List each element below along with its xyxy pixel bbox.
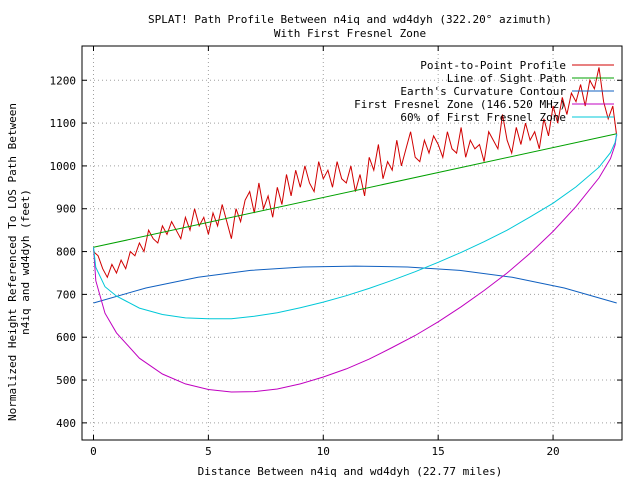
- chart-subtitle: With First Fresnel Zone: [274, 27, 426, 40]
- y-tick-label: 1100: [50, 117, 77, 130]
- x-tick-label: 15: [432, 445, 445, 458]
- x-axis-label: Distance Between n4iq and wd4dyh (22.77 …: [198, 465, 503, 478]
- series-earth-s-curvature-contour: [93, 265, 617, 304]
- plot-frame: [81, 45, 623, 441]
- y-axis-label-line-1: Normalized Height Referenced To LOS Path…: [6, 103, 19, 421]
- series-line-of-sight-path: [93, 133, 617, 248]
- y-tick-label: 700: [56, 288, 76, 301]
- legend-label: First Fresnel Zone (146.520 MHz): [354, 98, 566, 111]
- y-tick-label: 1200: [50, 74, 77, 87]
- y-axis-label-line-2: n4iq and wd4dyh (feet): [19, 189, 32, 335]
- grid: [82, 46, 622, 440]
- x-tick-label: 20: [546, 445, 559, 458]
- series-first-fresnel-zone-146-520-mhz: [93, 133, 618, 393]
- series-point-to-point-profile: [93, 67, 618, 279]
- x-tick-label: 10: [317, 445, 330, 458]
- x-tick-label: 5: [205, 445, 212, 458]
- y-tick-label: 400: [56, 417, 76, 430]
- data-series: [93, 67, 618, 393]
- y-tick-label: 500: [56, 374, 76, 387]
- chart-title: SPLAT! Path Profile Between n4iq and wd4…: [148, 13, 552, 26]
- y-tick-label: 800: [56, 246, 76, 259]
- axis-ticks: 0 5 10 15 20 400 500 600 700 800 900 1000 1100 1200: [50, 46, 622, 458]
- legend-label: 60% of First Fresnel Zone: [400, 111, 566, 124]
- legend-label: Point-to-Point Profile: [420, 59, 566, 72]
- y-tick-label: 600: [56, 331, 76, 344]
- x-tick-label: 0: [90, 445, 97, 458]
- legend-label: Earth's Curvature Contour: [400, 85, 566, 98]
- series-60-of-first-fresnel-zone: [93, 133, 618, 320]
- y-tick-label: 900: [56, 203, 76, 216]
- legend-label: Line of Sight Path: [447, 72, 566, 85]
- y-tick-label: 1000: [50, 160, 77, 173]
